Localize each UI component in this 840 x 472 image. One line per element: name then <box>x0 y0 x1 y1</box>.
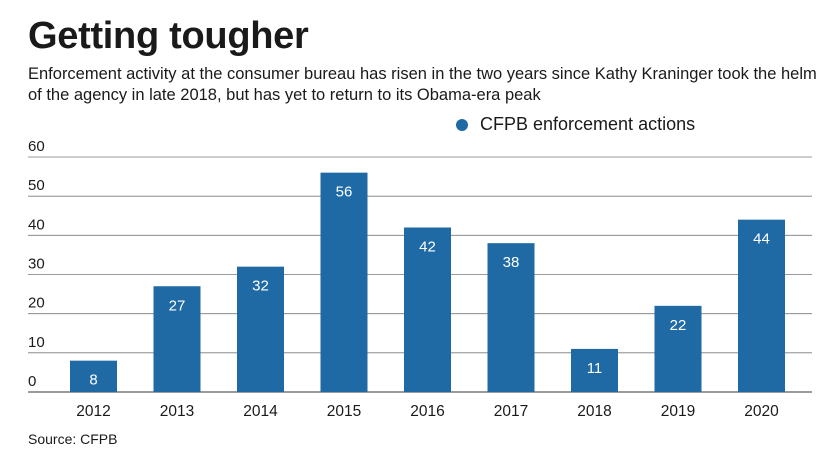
y-tick-label: 30 <box>28 256 45 273</box>
y-tick-label: 10 <box>28 334 45 351</box>
x-tick-label: 2015 <box>327 403 361 420</box>
source-note: Source: CFPB <box>28 431 118 447</box>
bar-2012 <box>70 360 117 392</box>
bar-value-label: 27 <box>169 297 186 314</box>
y-axis-ticks: 0 10 20 30 40 50 60 <box>28 138 45 390</box>
x-tick-label: 2018 <box>577 403 611 420</box>
y-tick-label: 50 <box>28 177 45 194</box>
bar-2016 <box>404 227 451 392</box>
bar-value-label: 44 <box>753 231 770 248</box>
x-tick-label: 2014 <box>243 403 278 420</box>
bar-2014 <box>237 266 284 392</box>
legend-label: CFPB enforcement actions <box>480 114 696 134</box>
x-tick-label: 2020 <box>744 403 779 420</box>
bar-value-label: 22 <box>670 317 687 334</box>
bar-value-label: 56 <box>336 184 353 201</box>
bar-value-labels: 8 27 32 56 42 38 11 22 44 <box>89 184 770 389</box>
bar-2015 <box>320 172 368 392</box>
x-tick-label: 2019 <box>661 403 695 420</box>
bar-2020 <box>738 219 785 392</box>
legend-swatch <box>456 118 468 131</box>
bar-value-label: 11 <box>587 360 603 377</box>
bars <box>70 172 785 392</box>
bar-2018 <box>571 348 618 392</box>
x-tick-label: 2016 <box>410 403 444 420</box>
y-tick-label: 0 <box>28 373 36 390</box>
bar-value-label: 8 <box>89 372 97 389</box>
bar-value-label: 38 <box>503 254 520 271</box>
y-tick-label: 40 <box>28 216 45 233</box>
bar-value-label: 32 <box>252 278 269 295</box>
x-axis-ticks: 2012 2013 2014 2015 2016 2017 2018 2019 2020 <box>76 403 779 420</box>
bar-2013 <box>153 286 201 392</box>
y-tick-label: 60 <box>28 138 45 155</box>
x-tick-label: 2017 <box>494 403 528 420</box>
chart-subtitle: Enforcement activity at the consumer bur… <box>28 65 817 104</box>
chart-title: Getting tougher <box>28 15 309 57</box>
x-tick-label: 2013 <box>160 403 194 420</box>
bar-2017 <box>487 243 535 392</box>
y-tick-label: 20 <box>28 295 45 312</box>
legend: CFPB enforcement actions <box>456 114 695 135</box>
x-tick-label: 2012 <box>76 403 110 420</box>
bar-value-label: 42 <box>419 239 436 256</box>
bar-2019 <box>654 305 702 392</box>
